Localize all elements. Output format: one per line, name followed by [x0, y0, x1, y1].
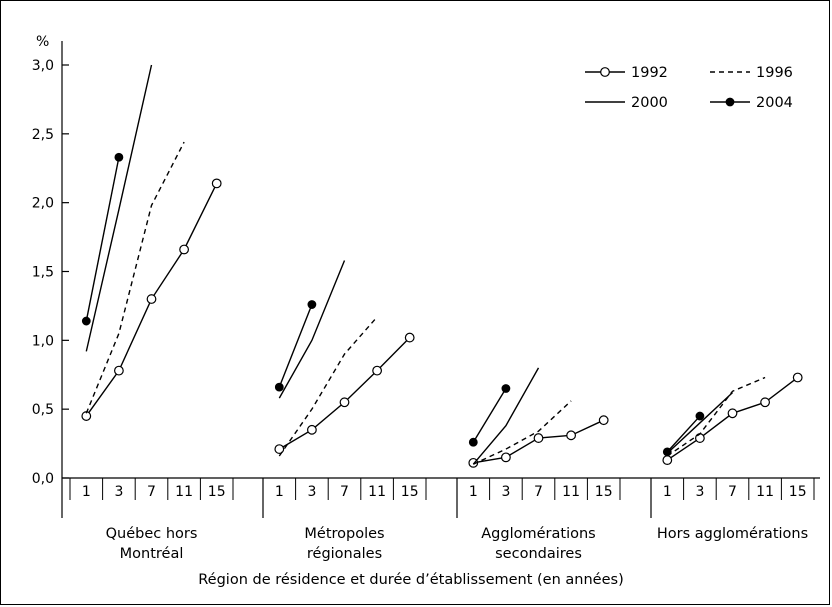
data-point-1992: [274, 444, 285, 454]
x-tick-label: 1: [469, 484, 478, 500]
group-label: Québec hors Montréal: [106, 526, 198, 562]
group-label: Agglomérations secondaires: [481, 526, 595, 562]
series-line-2004: [85, 157, 120, 322]
y-tick-label: 0,5: [32, 402, 54, 418]
x-tick-label: 3: [501, 484, 510, 500]
series-line-2004: [278, 304, 313, 388]
x-tick-label: 11: [175, 484, 193, 500]
y-tick-label: 0,0: [32, 471, 54, 487]
y-axis-unit-label: %: [36, 34, 49, 50]
data-point-1992: [146, 294, 157, 304]
series-line-2000: [472, 367, 540, 465]
data-point-2004: [81, 316, 91, 326]
x-tick-label: 11: [756, 484, 774, 500]
x-tick-label: 1: [275, 484, 284, 500]
data-point-1992: [113, 365, 124, 376]
series-line-2004: [666, 415, 701, 453]
legend-item-2000: 2000: [585, 95, 668, 111]
data-point-1992: [760, 397, 770, 408]
x-tick-label: 11: [562, 484, 580, 500]
data-point-1992: [339, 397, 350, 408]
series-line-1996: [85, 141, 185, 414]
data-point-1992: [501, 452, 511, 463]
x-tick-label: 1: [663, 484, 672, 500]
legend: 1992 1996 2000 2004: [585, 65, 793, 111]
plot-series: [81, 64, 803, 468]
legend-label: 2000: [631, 95, 668, 111]
group-label-line: secondaires: [495, 546, 582, 562]
legend-marker: [600, 67, 610, 77]
data-point-1992: [792, 372, 803, 383]
y-tick-label: 2,5: [32, 127, 54, 143]
legend-item-2004: 2004: [710, 95, 793, 111]
data-point-1992: [695, 433, 705, 443]
x-tick-label: 7: [340, 484, 349, 500]
series-2004: [81, 152, 705, 457]
y-tick-label: 1,5: [32, 265, 54, 281]
group-label-line: Montréal: [120, 546, 184, 562]
series-line-2000: [278, 260, 346, 399]
x-axis-title: Région de résidence et durée d’établisse…: [198, 572, 623, 588]
x-tick-label: 15: [401, 484, 419, 500]
data-point-2004: [695, 411, 705, 421]
x-tick-label: 11: [368, 484, 386, 500]
series-1992: [81, 178, 803, 468]
group-label-line: Hors agglomérations: [657, 526, 808, 542]
group-label: Métropoles régionales: [304, 526, 384, 562]
series-1996: [85, 141, 766, 465]
legend-item-1992: 1992: [585, 65, 668, 81]
data-point-2004: [662, 447, 672, 457]
x-tick-label: 3: [114, 484, 123, 500]
data-point-1992: [307, 424, 317, 435]
data-point-1992: [211, 178, 222, 189]
x-axis: 1 3 7 11 15 1 3 7 11 15 1 3 7 11 15 1 3 7 11 15 Québec hors…: [61, 477, 820, 588]
series-line-1992: [666, 376, 799, 461]
group-label: Hors agglomérations: [657, 526, 808, 542]
data-point-1992: [598, 415, 609, 426]
legend-label: 1996: [756, 65, 793, 81]
y-axis: % 0,0 0,5 1,0 1,5 2,0 2,5 3,0: [32, 34, 69, 487]
x-tick-label: 15: [789, 484, 807, 500]
series-2000: [85, 64, 733, 465]
series-line-1996: [278, 316, 378, 457]
series-line-2000: [666, 392, 733, 454]
data-point-2004: [307, 300, 317, 309]
data-point-2004: [501, 384, 511, 393]
x-tick-label: 7: [728, 484, 737, 500]
x-tick-label: 15: [208, 484, 226, 500]
data-point-2004: [114, 152, 124, 162]
x-tick-label: 1: [82, 484, 91, 500]
x-tick-label: 3: [307, 484, 316, 500]
legend-marker: [725, 97, 735, 107]
y-tick-label: 2,0: [32, 196, 54, 212]
x-tick-label: 7: [147, 484, 156, 500]
data-point-1992: [662, 455, 673, 466]
series-line-1996: [473, 400, 572, 465]
group-label-line: Métropoles: [304, 526, 384, 542]
series-line-2004: [472, 388, 507, 443]
data-point-1992: [566, 430, 576, 441]
series-line-1996: [666, 376, 766, 457]
x-tick-label: 15: [595, 484, 613, 500]
series-line-2000: [85, 64, 153, 352]
group-label-line: Agglomérations: [481, 526, 595, 542]
group-label-line: régionales: [307, 546, 382, 562]
group-label-line: Québec hors: [106, 526, 198, 542]
x-tick-label: 3: [695, 484, 704, 500]
data-point-1992: [533, 433, 544, 443]
data-point-1992: [404, 332, 415, 343]
legend-item-1996: 1996: [710, 65, 793, 81]
data-point-1992: [727, 408, 738, 419]
x-tick-label: 7: [534, 484, 543, 500]
data-point-1992: [372, 365, 383, 376]
data-point-2004: [468, 437, 478, 447]
y-tick-label: 3,0: [32, 58, 54, 74]
data-point-1992: [179, 244, 190, 255]
data-point-2004: [274, 382, 284, 392]
legend-label: 2004: [756, 95, 793, 111]
y-tick-label: 1,0: [32, 333, 54, 349]
legend-label: 1992: [631, 65, 668, 81]
